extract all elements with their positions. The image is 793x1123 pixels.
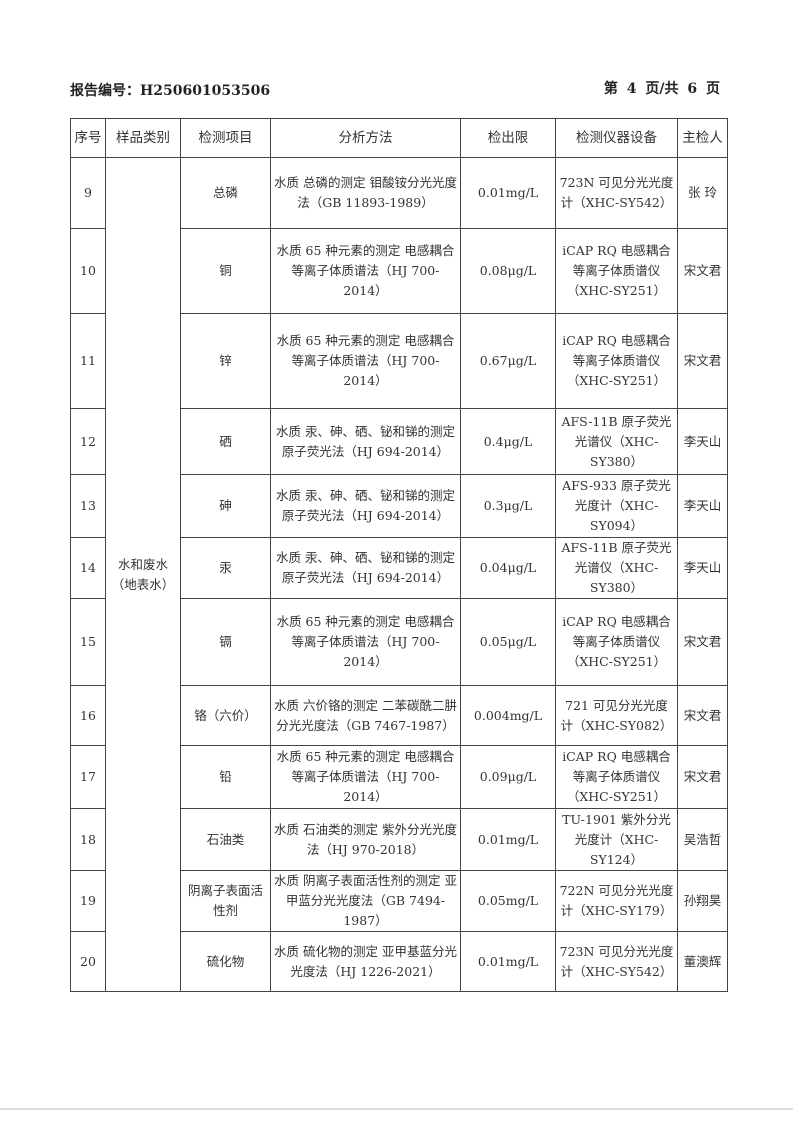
- table-row: 12 硒水质 汞、砷、硒、铋和锑的测定 原子荧光法（HJ 694-2014） 0.4…: [70, 408, 728, 475]
- inspector: 李天山: [677, 474, 728, 538]
- inspector: 张 玲: [677, 157, 728, 229]
- detection-limit: 0.01mg/L: [460, 157, 556, 229]
- instrument: 722N 可见分光光度计（XHC-SY179）: [555, 870, 678, 932]
- analysis-method: 水质 65 种元素的测定 电感耦合等离子体质谱法（HJ 700-2014）: [270, 745, 461, 809]
- instrument: AFS-11B 原子荧光光谱仪（XHC-SY380）: [555, 537, 678, 599]
- analysis-method: 水质 六价铬的测定 二苯碳酰二肼分光光度法（GB 7467-1987）: [270, 685, 461, 746]
- analysis-method: 水质 65 种元素的测定 电感耦合等离子体质谱法（HJ 700-2014）: [270, 313, 461, 409]
- table-row: 10 铜水质 65 种元素的测定 电感耦合等离子体质谱法（HJ 700-2014）…: [70, 228, 728, 314]
- table-row: 19 阴离子表面活性剂 水质 阴离子表面活性剂的测定 亚甲蓝分光光度法（GB 749…: [70, 870, 728, 932]
- analysis-method: 水质 汞、砷、硒、铋和锑的测定 原子荧光法（HJ 694-2014）: [270, 474, 461, 538]
- instrument: AFS-11B 原子荧光光谱仪（XHC-SY380）: [555, 408, 678, 475]
- test-item: 锌: [180, 313, 271, 409]
- report-number: 报告编号：H250601053506: [70, 83, 271, 99]
- table-row: 13 砷水质 汞、砷、硒、铋和锑的测定 原子荧光法（HJ 694-2014） 0.3…: [70, 474, 728, 538]
- row-number: 11: [70, 313, 106, 409]
- row-number: 19: [70, 870, 106, 932]
- row-number: 9: [70, 157, 106, 229]
- test-item: 石油类: [180, 808, 271, 871]
- test-item: 铜: [180, 228, 271, 314]
- col-header-category: 样品类别: [105, 118, 181, 158]
- test-item: 阴离子表面活性剂: [180, 870, 271, 932]
- analysis-method: 水质 阴离子表面活性剂的测定 亚甲蓝分光光度法（GB 7494-1987）: [270, 870, 461, 932]
- col-header-item: 检测项目: [180, 118, 271, 158]
- test-item: 铬（六价）: [180, 685, 271, 746]
- inspector: 李天山: [677, 537, 728, 599]
- row-number: 20: [70, 931, 106, 992]
- analysis-method: 水质 总磷的测定 钼酸铵分光光度法（GB 11893-1989）: [270, 157, 461, 229]
- test-item: 镉: [180, 598, 271, 686]
- table-row: 16 铬（六价） 水质 六价铬的测定 二苯碳酰二肼分光光度法（GB 7467-198…: [70, 685, 728, 746]
- col-header-instrument: 检测仪器设备: [555, 118, 678, 158]
- inspector: 李天山: [677, 408, 728, 475]
- instrument: 723N 可见分光光度计（XHC-SY542）: [555, 157, 678, 229]
- row-number: 17: [70, 745, 106, 809]
- table-row: 11 锌水质 65 种元素的测定 电感耦合等离子体质谱法（HJ 700-2014）…: [70, 313, 728, 409]
- inspector: 宋文君: [677, 313, 728, 409]
- test-item: 汞: [180, 537, 271, 599]
- row-number: 10: [70, 228, 106, 314]
- analysis-method: 水质 汞、砷、硒、铋和锑的测定 原子荧光法（HJ 694-2014）: [270, 537, 461, 599]
- table-row: 14 汞水质 汞、砷、硒、铋和锑的测定 原子荧光法（HJ 694-2014） 0.0…: [70, 537, 728, 599]
- test-item: 砷: [180, 474, 271, 538]
- instrument: iCAP RQ 电感耦合等离子体质谱仪（XHC-SY251）: [555, 745, 678, 809]
- test-item: 硫化物: [180, 931, 271, 992]
- instrument: AFS-933 原子荧光光度计（XHC-SY094）: [555, 474, 678, 538]
- instrument: iCAP RQ 电感耦合等离子体质谱仪（XHC-SY251）: [555, 313, 678, 409]
- instrument: 723N 可见分光光度计（XHC-SY542）: [555, 931, 678, 992]
- analysis-method: 水质 65 种元素的测定 电感耦合等离子体质谱法（HJ 700-2014）: [270, 598, 461, 686]
- table-row: 17 铅水质 65 种元素的测定 电感耦合等离子体质谱法（HJ 700-2014）…: [70, 745, 728, 809]
- analysis-method: 水质 硫化物的测定 亚甲基蓝分光光度法（HJ 1226-2021）: [270, 931, 461, 992]
- col-header-inspector: 主检人: [677, 118, 728, 158]
- test-item: 总磷: [180, 157, 271, 229]
- row-number: 15: [70, 598, 106, 686]
- sample-category: 水和废水（地表水）: [105, 157, 181, 992]
- table-row: 18 石油类 水质 石油类的测定 紫外分光光度法（HJ 970-2018） 0.01m…: [70, 808, 728, 871]
- row-number: 16: [70, 685, 106, 746]
- table-row: 15 镉水质 65 种元素的测定 电感耦合等离子体质谱法（HJ 700-2014）…: [70, 598, 728, 686]
- test-item: 铅: [180, 745, 271, 809]
- instrument: iCAP RQ 电感耦合等离子体质谱仪（XHC-SY251）: [555, 228, 678, 314]
- analysis-method: 水质 汞、砷、硒、铋和锑的测定 原子荧光法（HJ 694-2014）: [270, 408, 461, 475]
- row-number: 14: [70, 537, 106, 599]
- inspector: 宋文君: [677, 598, 728, 686]
- page-bottom-edge: [0, 1108, 793, 1110]
- instrument: TU-1901 紫外分光光度计（XHC-SY124）: [555, 808, 678, 871]
- inspector: 吴浩哲: [677, 808, 728, 871]
- row-number: 12: [70, 408, 106, 475]
- detection-limit: 0.4μg/L: [460, 408, 556, 475]
- detection-limit: 0.08μg/L: [460, 228, 556, 314]
- detection-limit: 0.04μg/L: [460, 537, 556, 599]
- analysis-method: 水质 65 种元素的测定 电感耦合等离子体质谱法（HJ 700-2014）: [270, 228, 461, 314]
- page-indicator: 第 4 页/共 6 页: [603, 81, 720, 97]
- inspector: 宋文君: [677, 228, 728, 314]
- detection-limit: 0.09μg/L: [460, 745, 556, 809]
- table-header-row: 序号 样品类别 检测项目 分析方法 检出限 检测仪器设备 主检人: [70, 118, 728, 158]
- table-row: 9 水和废水（地表水） 总磷 水质 总磷的测定 钼酸铵分光光度法（GB 11893-1…: [70, 157, 728, 992]
- instrument: iCAP RQ 电感耦合等离子体质谱仪（XHC-SY251）: [555, 598, 678, 686]
- row-number: 13: [70, 474, 106, 538]
- detection-limit: 0.67μg/L: [460, 313, 556, 409]
- table-row: 20 硫化物 水质 硫化物的测定 亚甲基蓝分光光度法（HJ 1226-2021） 0.…: [70, 931, 728, 992]
- detection-limit: 0.01mg/L: [460, 931, 556, 992]
- test-methods-table: 序号 样品类别 检测项目 分析方法 检出限 检测仪器设备 主检人 9 水和废水（地…: [70, 118, 728, 992]
- detection-limit: 0.004mg/L: [460, 685, 556, 746]
- row-number: 18: [70, 808, 106, 871]
- instrument: 721 可见分光光度计（XHC-SY082）: [555, 685, 678, 746]
- test-item: 硒: [180, 408, 271, 475]
- inspector: 宋文君: [677, 745, 728, 809]
- col-header-method: 分析方法: [270, 118, 461, 158]
- col-header-limit: 检出限: [460, 118, 556, 158]
- detection-limit: 0.05μg/L: [460, 598, 556, 686]
- detection-limit: 0.05mg/L: [460, 870, 556, 932]
- inspector: 孙翔昊: [677, 870, 728, 932]
- col-header-no: 序号: [70, 118, 106, 158]
- detection-limit: 0.01mg/L: [460, 808, 556, 871]
- analysis-method: 水质 石油类的测定 紫外分光光度法（HJ 970-2018）: [270, 808, 461, 871]
- detection-limit: 0.3μg/L: [460, 474, 556, 538]
- inspector: 宋文君: [677, 685, 728, 746]
- inspector: 董澳辉: [677, 931, 728, 992]
